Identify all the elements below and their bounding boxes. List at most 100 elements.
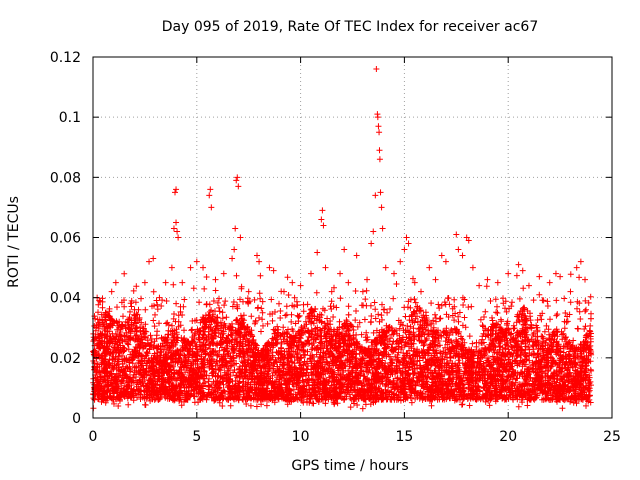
data-point (515, 261, 522, 268)
data-point (193, 258, 200, 265)
data-point (586, 330, 593, 337)
data-point (455, 246, 462, 253)
y-tick-label: 0.08 (50, 170, 81, 186)
data-point (266, 264, 273, 271)
data-point (131, 306, 138, 313)
data-point (519, 267, 526, 274)
x-tick-label: 15 (395, 429, 413, 445)
data-point (108, 288, 115, 295)
data-point (121, 303, 128, 310)
data-point (237, 234, 244, 241)
data-point (411, 279, 418, 286)
data-point (378, 204, 385, 211)
data-point (200, 264, 207, 271)
data-point (235, 183, 242, 190)
x-tick-label: 5 (192, 429, 201, 445)
tick-labels: 0 5 10 15 20 25 0 0.02 0.04 0.06 0.08 0.1 0.12 (50, 50, 621, 445)
data-point (297, 282, 304, 289)
data-point (245, 288, 252, 295)
data-point (168, 264, 175, 271)
x-tick-label: 25 (603, 429, 621, 445)
data-point (463, 234, 470, 241)
y-tick-label: 0.06 (50, 231, 81, 247)
data-point (341, 246, 348, 253)
data-point (345, 279, 352, 286)
data-point (233, 177, 240, 184)
data-point (403, 234, 410, 241)
data-point (426, 264, 433, 271)
data-point (170, 225, 177, 232)
data-point (469, 264, 476, 271)
x-axis-label: GPS time / hours (291, 458, 408, 474)
data-point (405, 240, 412, 247)
data-point (328, 288, 335, 295)
data-point (187, 264, 194, 271)
data-point (418, 288, 425, 295)
y-tick-label: 0 (72, 411, 81, 427)
data-band-markers (90, 270, 595, 412)
data-point (376, 129, 383, 136)
data-point (379, 225, 386, 232)
data-point (505, 270, 512, 277)
data-point (442, 258, 449, 265)
axis-ticks (92, 56, 613, 419)
chart-title: Day 095 of 2019, Rate Of TEC Index for r… (162, 19, 538, 35)
data-point (146, 258, 153, 265)
data-point (318, 216, 325, 223)
data-point (141, 279, 148, 286)
data-point (582, 276, 589, 283)
data-point (577, 258, 584, 265)
data-point (557, 273, 564, 280)
data-point (156, 294, 163, 301)
data-point (174, 228, 181, 235)
data-point (525, 282, 532, 289)
y-tick-label: 0.02 (50, 351, 81, 367)
data-point (207, 186, 214, 193)
data-point (476, 282, 483, 289)
data-point (256, 258, 263, 265)
data-point (494, 279, 501, 286)
data-point (368, 240, 375, 247)
data-point (173, 186, 180, 193)
data-point (229, 255, 236, 262)
data-point (220, 270, 227, 277)
data-point (372, 192, 379, 199)
data-point (206, 192, 213, 199)
data-point (359, 288, 366, 295)
data-point (212, 276, 219, 283)
data-point (536, 273, 543, 280)
data-point (377, 189, 384, 196)
data-point (270, 267, 277, 274)
y-tick-label: 0.12 (50, 50, 81, 66)
data-point (173, 219, 180, 226)
data-point (374, 114, 381, 121)
data-point (391, 270, 398, 277)
x-tick-label: 10 (292, 429, 310, 445)
data-point (453, 231, 460, 238)
data-point (234, 174, 241, 181)
x-tick-label: 20 (499, 429, 517, 445)
data-point (438, 252, 445, 259)
data-point (353, 252, 360, 259)
data-point (254, 252, 261, 259)
data-point (208, 204, 215, 211)
data-point (319, 207, 326, 214)
data-point (484, 276, 491, 283)
data-points (90, 66, 595, 412)
data-point (289, 279, 296, 286)
data-point (162, 279, 169, 286)
y-tick-label: 0.1 (59, 110, 81, 126)
data-point (102, 309, 109, 316)
data-point (337, 270, 344, 277)
data-point (96, 297, 103, 304)
data-point (231, 246, 238, 253)
data-point (150, 255, 157, 262)
data-point (375, 123, 382, 130)
data-point (552, 270, 559, 277)
data-point (376, 147, 383, 154)
data-point (382, 264, 389, 271)
data-point (376, 156, 383, 163)
data-point (397, 258, 404, 265)
data-point (112, 279, 119, 286)
